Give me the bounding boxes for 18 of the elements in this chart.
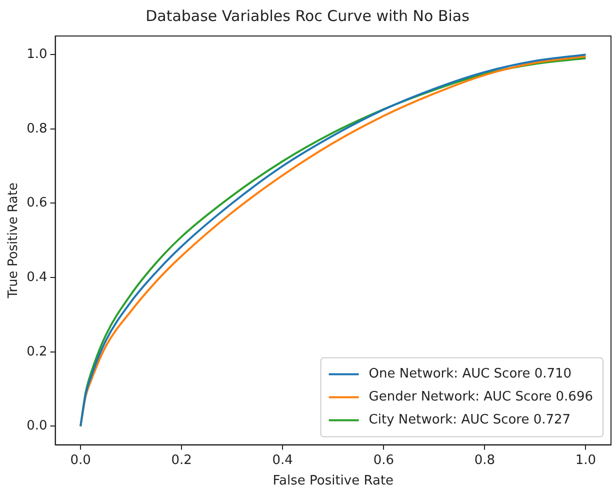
y-tick-label: 1.0 (26, 46, 48, 62)
x-tick-label: 1.0 (575, 452, 596, 468)
y-tick-label: 0.8 (26, 121, 48, 136)
y-tick-label: 0.6 (26, 196, 48, 211)
legend-label: City Network: AUC Score 0.727 (368, 412, 571, 428)
y-tick-label: 0.0 (26, 418, 48, 434)
x-tick-label: 0.2 (171, 452, 192, 468)
x-tick-label: 0.4 (272, 452, 293, 468)
chart-title: Database Variables Roc Curve with No Bias (146, 6, 470, 25)
x-tick-label: 0.6 (373, 452, 394, 468)
y-axis-title: True Positive Rate (6, 182, 22, 300)
legend-label: One Network: AUC Score 0.710 (368, 366, 572, 382)
y-tick-label: 0.2 (26, 344, 48, 360)
x-tick-label: 0.8 (474, 452, 496, 468)
y-tick-label: 0.4 (26, 270, 48, 285)
x-tick-label: 0.0 (70, 452, 91, 468)
legend-label: Gender Network: AUC Score 0.696 (368, 390, 594, 405)
x-axis-title: False Positive Rate (272, 474, 394, 489)
